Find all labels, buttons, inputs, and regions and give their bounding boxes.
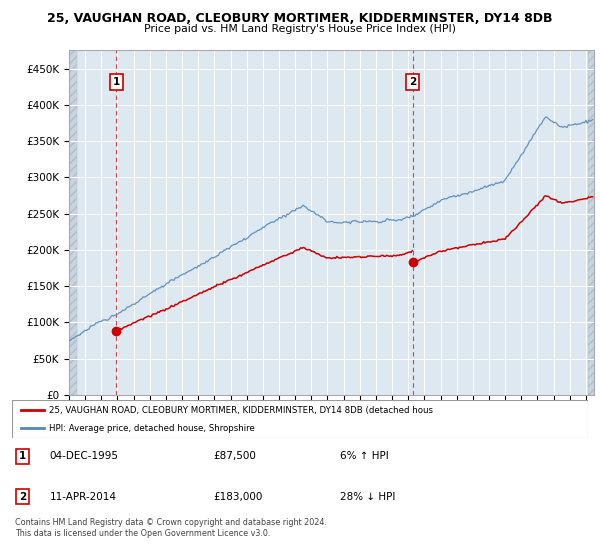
Text: £183,000: £183,000 xyxy=(214,492,263,502)
Text: 1: 1 xyxy=(19,451,26,461)
Bar xyxy=(69,50,77,395)
Text: 1: 1 xyxy=(113,77,120,87)
Text: 6% ↑ HPI: 6% ↑ HPI xyxy=(340,451,389,461)
Text: 25, VAUGHAN ROAD, CLEOBURY MORTIMER, KIDDERMINSTER, DY14 8DB: 25, VAUGHAN ROAD, CLEOBURY MORTIMER, KID… xyxy=(47,12,553,25)
Text: Price paid vs. HM Land Registry's House Price Index (HPI): Price paid vs. HM Land Registry's House … xyxy=(144,24,456,34)
Text: 2: 2 xyxy=(409,77,416,87)
Text: This data is licensed under the Open Government Licence v3.0.: This data is licensed under the Open Gov… xyxy=(15,529,271,538)
Text: 2: 2 xyxy=(19,492,26,502)
Text: 11-APR-2014: 11-APR-2014 xyxy=(49,492,116,502)
Text: 25, VAUGHAN ROAD, CLEOBURY MORTIMER, KIDDERMINSTER, DY14 8DB (detached hous: 25, VAUGHAN ROAD, CLEOBURY MORTIMER, KID… xyxy=(49,405,433,414)
Text: £87,500: £87,500 xyxy=(214,451,256,461)
Text: HPI: Average price, detached house, Shropshire: HPI: Average price, detached house, Shro… xyxy=(49,424,255,433)
Text: 28% ↓ HPI: 28% ↓ HPI xyxy=(340,492,395,502)
FancyBboxPatch shape xyxy=(12,400,588,438)
Text: Contains HM Land Registry data © Crown copyright and database right 2024.: Contains HM Land Registry data © Crown c… xyxy=(15,518,327,527)
Bar xyxy=(587,50,596,395)
Text: 04-DEC-1995: 04-DEC-1995 xyxy=(49,451,118,461)
